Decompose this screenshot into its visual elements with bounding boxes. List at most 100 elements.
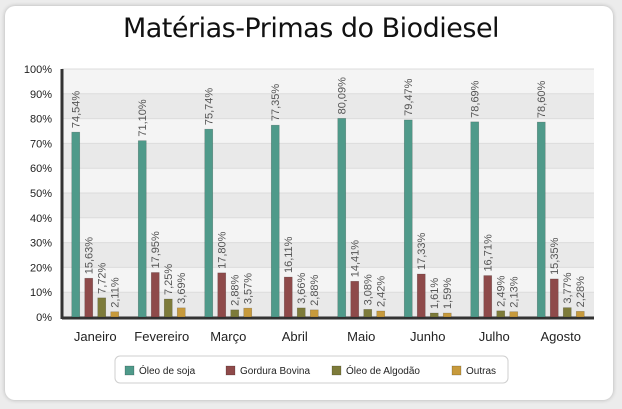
- bar: [470, 121, 480, 318]
- data-label: 2,28%: [575, 276, 587, 307]
- data-label: 78,60%: [536, 81, 548, 119]
- y-tick-label: 100%: [24, 64, 52, 76]
- bar: [270, 124, 280, 318]
- y-tick-label: 10%: [30, 287, 52, 299]
- data-label: 3,08%: [363, 274, 375, 305]
- bar: [84, 277, 94, 318]
- legend-box: [114, 355, 509, 384]
- x-category-label: Maio: [347, 329, 375, 344]
- data-label: 3,69%: [176, 272, 188, 303]
- data-label: 3,57%: [243, 273, 255, 304]
- grid-band: [62, 242, 594, 268]
- x-category-label: Julho: [479, 329, 510, 344]
- grid-band: [62, 267, 594, 293]
- data-label: 7,25%: [163, 264, 175, 295]
- bar: [350, 280, 360, 318]
- legend-swatch: [331, 365, 342, 376]
- legend-label: Óleo de soja: [139, 364, 196, 377]
- x-category-label: Junho: [410, 329, 445, 344]
- data-label: 78,69%: [470, 80, 482, 118]
- y-tick-label: 70%: [30, 138, 52, 150]
- grid-band: [62, 217, 594, 243]
- data-label: 2,49%: [496, 275, 508, 306]
- data-label: 80,09%: [337, 77, 349, 115]
- y-tick-label: 50%: [30, 188, 52, 200]
- data-label: 3,77%: [562, 272, 574, 303]
- data-label: 16,71%: [483, 234, 495, 272]
- grid-band: [62, 118, 594, 144]
- legend-label: Outras: [466, 366, 496, 377]
- legend-label: Gordura Bovina: [240, 366, 310, 377]
- bar: [509, 311, 519, 318]
- bar: [549, 278, 559, 318]
- data-label: 75,74%: [204, 88, 216, 126]
- grid-band: [62, 69, 594, 94]
- y-tick-label: 90%: [30, 89, 52, 101]
- bar: [429, 312, 439, 318]
- bar: [536, 121, 546, 318]
- chart-title: Matérias-Primas do Biodiesel: [122, 13, 500, 44]
- x-category-label: Março: [210, 329, 246, 344]
- legend-swatch: [225, 365, 236, 376]
- bar: [416, 273, 426, 318]
- y-tick-label: 60%: [30, 163, 52, 175]
- data-label: 74,54%: [71, 91, 83, 129]
- bar: [71, 131, 81, 318]
- grid-band: [62, 168, 594, 193]
- bar: [110, 311, 120, 318]
- data-label: 2,88%: [309, 274, 321, 305]
- data-label: 2,11%: [110, 277, 122, 308]
- bar: [176, 307, 186, 318]
- data-label: 14,41%: [350, 240, 362, 278]
- bar: [204, 128, 214, 318]
- bar: [217, 272, 227, 318]
- data-label: 7,72%: [97, 262, 109, 293]
- y-tick-label: 40%: [30, 213, 52, 225]
- data-label: 16,11%: [283, 236, 295, 273]
- data-label: 77,35%: [270, 84, 282, 122]
- grid-band: [62, 292, 594, 317]
- legend-label: Óleo de Algodão: [346, 364, 420, 377]
- data-label: 71,10%: [137, 99, 149, 137]
- bar: [363, 309, 373, 318]
- x-category-label: Abril: [282, 329, 308, 344]
- data-label: 2,88%: [230, 274, 242, 305]
- data-label: 17,95%: [150, 231, 162, 269]
- data-label: 17,33%: [416, 232, 428, 270]
- grid-band: [62, 93, 594, 119]
- bar: [403, 119, 413, 318]
- bar: [97, 297, 107, 318]
- x-category-label: Fevereiro: [134, 329, 189, 344]
- bar: [230, 309, 240, 318]
- x-category-label: Agosto: [541, 329, 581, 344]
- bar: [150, 272, 160, 318]
- bar: [575, 311, 585, 318]
- grid-band: [62, 193, 594, 218]
- y-tick-label: 30%: [30, 238, 52, 250]
- data-label: 1,59%: [442, 278, 454, 309]
- bar: [337, 118, 347, 318]
- data-label: 2,42%: [376, 276, 388, 307]
- legend-swatch: [451, 365, 462, 376]
- grid-band: [62, 143, 594, 169]
- bar: [283, 276, 293, 318]
- data-label: 15,35%: [549, 237, 561, 275]
- bar: [562, 307, 572, 318]
- data-label: 15,63%: [84, 237, 96, 275]
- bar: [137, 140, 147, 318]
- bar: [163, 298, 173, 318]
- data-label: 1,61%: [429, 278, 441, 309]
- y-tick-label: 0%: [36, 312, 52, 324]
- y-tick-label: 20%: [30, 262, 52, 274]
- legend-swatch: [124, 365, 135, 376]
- data-label: 79,47%: [403, 78, 415, 116]
- bar: [243, 307, 253, 318]
- data-label: 3,66%: [296, 273, 308, 304]
- y-tick-label: 80%: [30, 114, 52, 126]
- x-category-label: Janeiro: [74, 329, 117, 344]
- bar: [442, 312, 452, 318]
- bar: [483, 275, 493, 318]
- bar: [296, 307, 306, 318]
- bar: [496, 310, 506, 318]
